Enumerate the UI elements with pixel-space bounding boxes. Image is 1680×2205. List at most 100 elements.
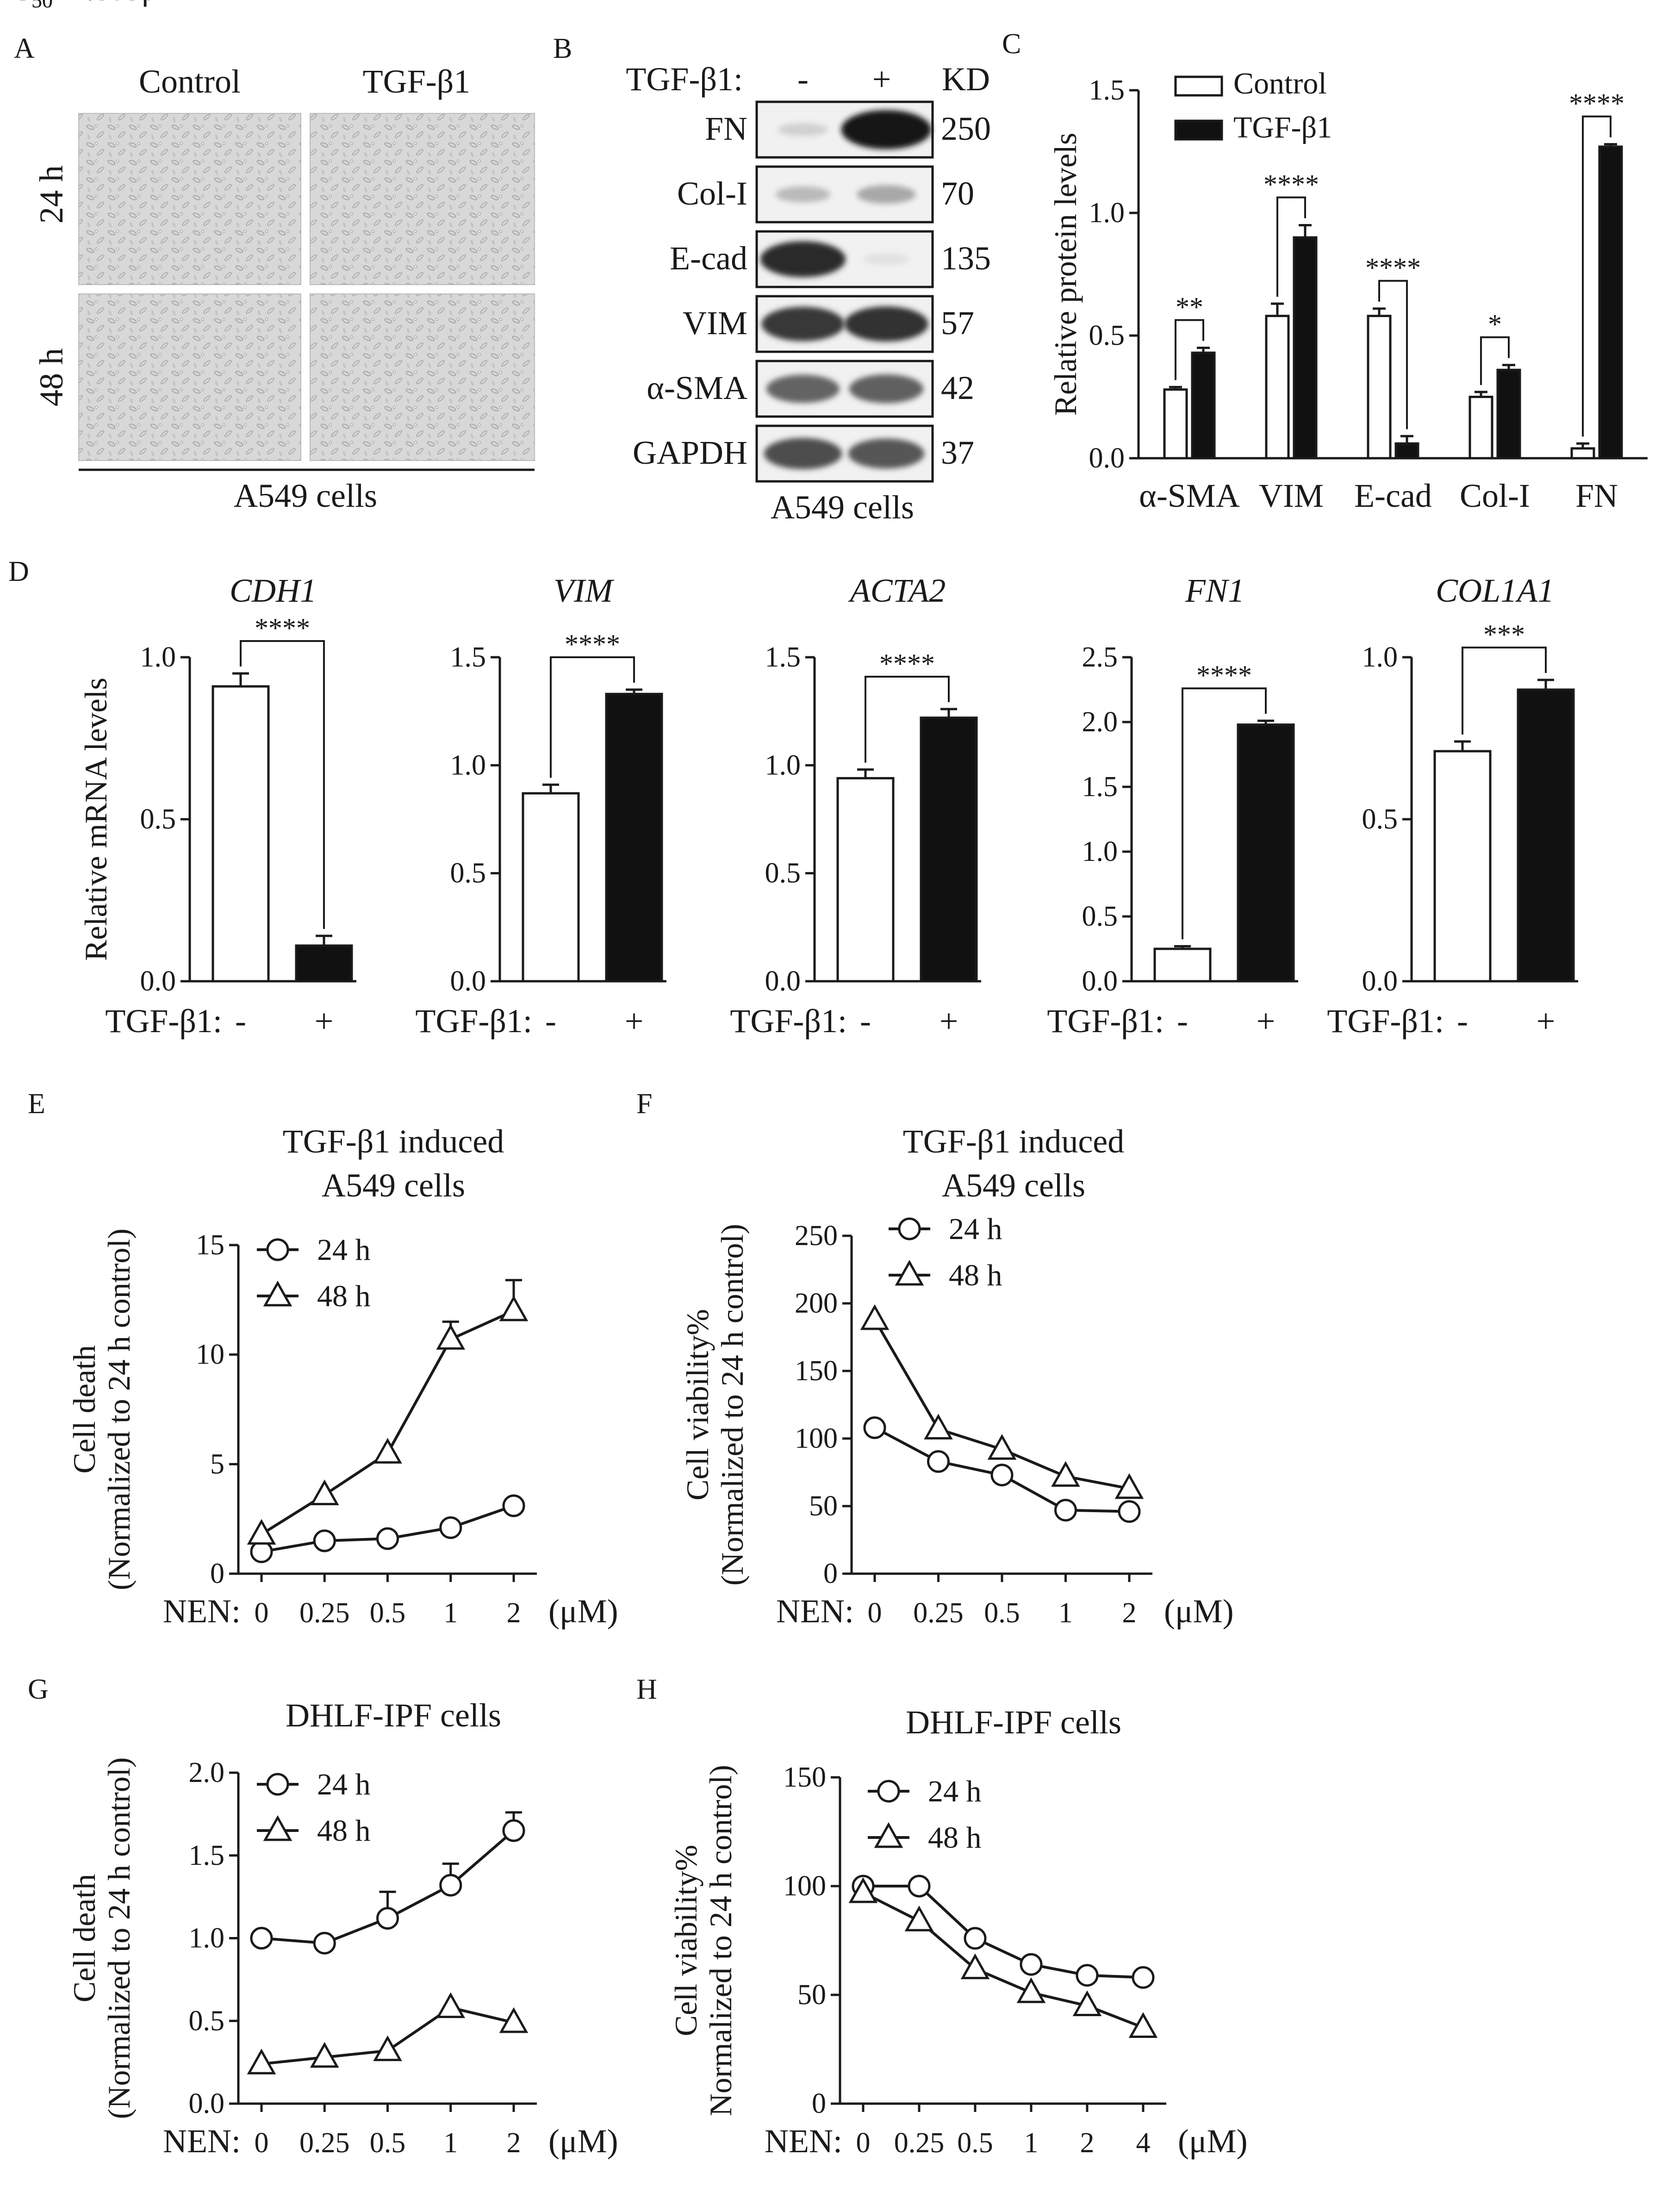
data-point-circle bbox=[376, 1907, 399, 1930]
panel-a: Control TGF-β1 24 h 48 h A549 cells bbox=[33, 63, 535, 514]
x-tick-label: 2 bbox=[1122, 1597, 1137, 1629]
y-axis-sublabel: (Normalized to 24 h control) bbox=[101, 1228, 137, 1590]
blot-kd-label: 70 bbox=[941, 175, 974, 212]
x-tick-label: 0.5 bbox=[984, 1597, 1020, 1629]
panel-e: 0 5 10 15 0 0.25 0.5 1 2 NEN: (μM) Cell death (Norma… bbox=[67, 1123, 618, 1630]
x-tick-label: 1 bbox=[443, 1597, 458, 1629]
bar bbox=[1237, 723, 1295, 983]
y-tick-label: 0 bbox=[812, 2088, 826, 2119]
significance-stars: **** bbox=[1365, 253, 1421, 283]
bar bbox=[1496, 368, 1521, 460]
data-point-circle bbox=[502, 1494, 525, 1517]
y-axis-label: Cell death bbox=[67, 1874, 102, 2003]
y-tick-label: 250 bbox=[795, 1220, 838, 1252]
y-axis-label: Cell viability% bbox=[680, 1309, 715, 1501]
micrograph-caption: A549 cells bbox=[234, 477, 377, 514]
series-line bbox=[261, 1309, 515, 1536]
y-tick-label: 0.5 bbox=[140, 804, 176, 835]
y-tick-label: 100 bbox=[795, 1423, 838, 1454]
y-tick-label: 2.0 bbox=[1082, 706, 1118, 738]
data-point-triangle bbox=[1128, 2012, 1158, 2038]
bar bbox=[212, 685, 270, 983]
micrograph-row-label-48h: 48 h bbox=[33, 348, 70, 406]
x-axis-label: TGF-β1: bbox=[1327, 1003, 1444, 1040]
y-axis-label: Cell death bbox=[67, 1345, 102, 1474]
x-tick-label: 2 bbox=[1080, 2127, 1095, 2159]
significance-bracket bbox=[240, 640, 325, 929]
x-unit-label: (μM) bbox=[548, 1593, 618, 1630]
data-point-triangle bbox=[904, 1906, 934, 1931]
gene-title: FN1 bbox=[1185, 572, 1244, 609]
x-category-label: + bbox=[1537, 1003, 1556, 1040]
significance-bracket bbox=[550, 656, 635, 778]
blot-band bbox=[775, 186, 831, 203]
bar bbox=[836, 777, 895, 983]
blot-protein-label: FN bbox=[705, 110, 747, 147]
blot-protein-label: VIM bbox=[683, 305, 747, 342]
blot-sign-plus: + bbox=[872, 61, 891, 98]
data-point-circle bbox=[376, 1527, 399, 1550]
legend-swatch bbox=[1174, 75, 1223, 97]
y-tick-label: 0.0 bbox=[1089, 442, 1125, 474]
data-point-triangle bbox=[436, 1992, 466, 2018]
chart-title: TGF-β1 induced bbox=[283, 1123, 504, 1160]
panel-letter-d: D bbox=[8, 556, 29, 587]
x-category-label: - bbox=[235, 1003, 246, 1040]
data-point-triangle bbox=[1114, 1473, 1144, 1499]
x-tick-label: 0.25 bbox=[299, 1597, 350, 1629]
x-category-label: + bbox=[625, 1003, 644, 1040]
legend-label: 48 h bbox=[317, 1279, 371, 1313]
y-tick-label: 1.0 bbox=[765, 749, 801, 781]
bar bbox=[1394, 442, 1419, 460]
y-axis-sublabel: (Normalized to 24 h control) bbox=[715, 1224, 750, 1586]
micrograph-row-label-24h: 24 h bbox=[33, 165, 70, 224]
panel-letter-c: C bbox=[1002, 28, 1021, 60]
x-tick-label: 0 bbox=[255, 2127, 269, 2159]
bar bbox=[295, 944, 353, 983]
legend-label: 24 h bbox=[317, 1768, 371, 1801]
data-point-triangle bbox=[499, 1295, 529, 1321]
bar bbox=[1468, 396, 1493, 460]
blot-kd-label: 250 bbox=[941, 110, 991, 147]
significance-stars: *** bbox=[1483, 619, 1525, 650]
x-tick-label: 0 bbox=[255, 1597, 269, 1629]
data-point-triangle bbox=[436, 1324, 466, 1350]
data-point-circle bbox=[877, 1780, 900, 1803]
panel-letter-f: F bbox=[636, 1088, 652, 1120]
data-point-triangle bbox=[1016, 1977, 1046, 2003]
x-category-label: E-cad bbox=[1354, 477, 1432, 514]
x-tick-label: 4 bbox=[1136, 2127, 1151, 2159]
x-tick-label: 1 bbox=[1024, 2127, 1039, 2159]
significance-stars: **** bbox=[879, 648, 935, 679]
legend-label: 48 h bbox=[317, 1814, 371, 1848]
significance-bracket bbox=[1462, 647, 1547, 735]
data-point-circle bbox=[266, 1238, 289, 1261]
gene-title: CDH1 bbox=[230, 572, 317, 609]
y-tick-label: 200 bbox=[795, 1288, 838, 1319]
significance-stars: * bbox=[1488, 309, 1502, 340]
ic50-annotation: IC50=1.339μM bbox=[0, 0, 186, 12]
data-point-triangle bbox=[373, 1438, 402, 1464]
blot-band bbox=[764, 438, 842, 469]
chart-title: A549 cells bbox=[322, 1167, 465, 1204]
bar bbox=[920, 716, 978, 983]
y-tick-label: 0.5 bbox=[1082, 901, 1118, 932]
blot-band bbox=[848, 438, 925, 469]
data-point-triangle bbox=[874, 1822, 903, 1848]
legend-label: 48 h bbox=[928, 1821, 982, 1855]
blot-caption: A549 cells bbox=[771, 489, 914, 526]
significance-bracket bbox=[865, 676, 950, 763]
y-tick-label: 0.0 bbox=[1082, 965, 1118, 997]
y-tick-label: 0.0 bbox=[450, 965, 486, 997]
data-point-triangle bbox=[263, 1815, 292, 1841]
significance-bracket bbox=[1378, 280, 1408, 430]
y-tick-label: 0.5 bbox=[765, 858, 801, 889]
y-tick-label: 1.5 bbox=[450, 642, 486, 673]
panel-letter-e: E bbox=[28, 1088, 45, 1120]
y-tick-label: 1.0 bbox=[1089, 197, 1125, 229]
gene-title: COL1A1 bbox=[1436, 572, 1554, 609]
blot-kd-header: KD bbox=[942, 61, 990, 98]
data-point-circle bbox=[898, 1217, 921, 1240]
x-axis-label: TGF-β1: bbox=[1047, 1003, 1164, 1040]
